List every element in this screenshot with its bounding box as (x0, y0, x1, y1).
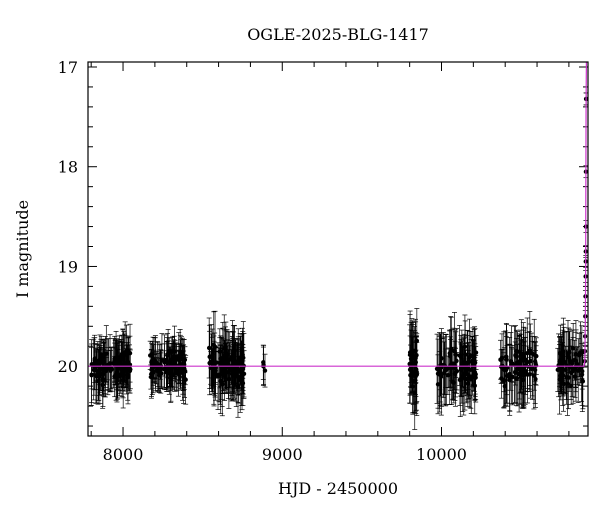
data-point (561, 381, 566, 387)
data-point (466, 373, 472, 379)
data-point (94, 373, 99, 379)
data-point (445, 373, 451, 378)
data-point (557, 351, 562, 356)
x-axis-label: HJD - 2450000 (278, 479, 398, 498)
data-point (450, 379, 455, 385)
data-point (461, 375, 466, 380)
data-point (414, 353, 419, 358)
chart-title: OGLE-2025-BLG-1417 (247, 25, 429, 44)
y-tick-label: 19 (58, 257, 78, 276)
data-point (241, 355, 246, 360)
data-point (514, 376, 519, 381)
data-point (499, 355, 505, 361)
data-point (568, 360, 574, 365)
data-point (118, 357, 124, 363)
data-point (113, 371, 119, 377)
data-point (182, 357, 188, 362)
data-point (407, 350, 413, 355)
data-point (89, 372, 94, 378)
data-point (212, 344, 218, 350)
data-point (224, 352, 230, 358)
model-layer (88, 62, 588, 367)
data-point (468, 353, 474, 358)
y-tick-label: 17 (58, 58, 78, 77)
data-point (220, 382, 225, 387)
plot-frame (87, 61, 589, 437)
data-point (231, 356, 236, 362)
data-point (153, 362, 158, 367)
data-point (519, 352, 524, 357)
data-point (109, 367, 115, 372)
y-axis-label: I magnitude (13, 200, 32, 298)
data-point (210, 368, 215, 373)
data-point (580, 378, 585, 383)
data-point (504, 357, 509, 362)
data-point (458, 377, 463, 382)
data-point (472, 369, 478, 375)
data-point (504, 365, 510, 371)
data-point (159, 358, 165, 363)
data-point (125, 360, 131, 365)
data-point (519, 368, 524, 373)
data-point (103, 367, 108, 373)
data-point (161, 366, 167, 372)
data-point (439, 356, 445, 361)
x-tick-label: 9000 (262, 445, 303, 464)
y-tick-label: 18 (58, 158, 78, 177)
data-point (207, 360, 212, 366)
data-point (218, 378, 223, 384)
data-point (453, 365, 458, 371)
data-point (516, 371, 522, 377)
data-point (411, 361, 416, 366)
data-point (531, 373, 537, 378)
data-point (465, 366, 471, 371)
data-point (563, 367, 568, 373)
model-curve (88, 62, 588, 367)
data-point (182, 376, 187, 381)
data-point (412, 390, 417, 396)
data-point (92, 357, 97, 363)
data-point (178, 357, 183, 362)
data-point (435, 382, 441, 387)
data-point (471, 360, 476, 365)
data-point (463, 352, 468, 357)
data-point (453, 352, 459, 357)
data-point (159, 371, 164, 376)
data-point (447, 351, 452, 356)
axis-ticks: 8000 9000 10000 17 18 19 20 (58, 58, 588, 464)
data-point (555, 367, 561, 373)
data-point (171, 357, 177, 362)
data-point (515, 360, 520, 365)
data-point (514, 348, 519, 354)
data-point (449, 346, 454, 352)
x-tick-label: 8000 (103, 445, 144, 464)
data-point (225, 357, 231, 363)
data-point (527, 348, 532, 354)
data-point (499, 376, 504, 381)
data-point (164, 369, 170, 374)
data-point (444, 367, 449, 372)
data-point (568, 383, 574, 389)
data-point (206, 345, 212, 351)
data-point (410, 370, 416, 375)
data-point (100, 360, 106, 365)
x-tick-label: 10000 (416, 445, 467, 464)
data-point (237, 355, 243, 360)
data-point (462, 363, 467, 368)
data-point (577, 367, 583, 372)
data-point (457, 353, 462, 358)
data-point (565, 351, 571, 356)
data-layer (89, 92, 588, 430)
data-point (508, 359, 514, 364)
data-point (126, 366, 131, 372)
data-point (149, 359, 154, 364)
data-point (450, 361, 456, 366)
y-tick-label: 20 (58, 357, 78, 376)
